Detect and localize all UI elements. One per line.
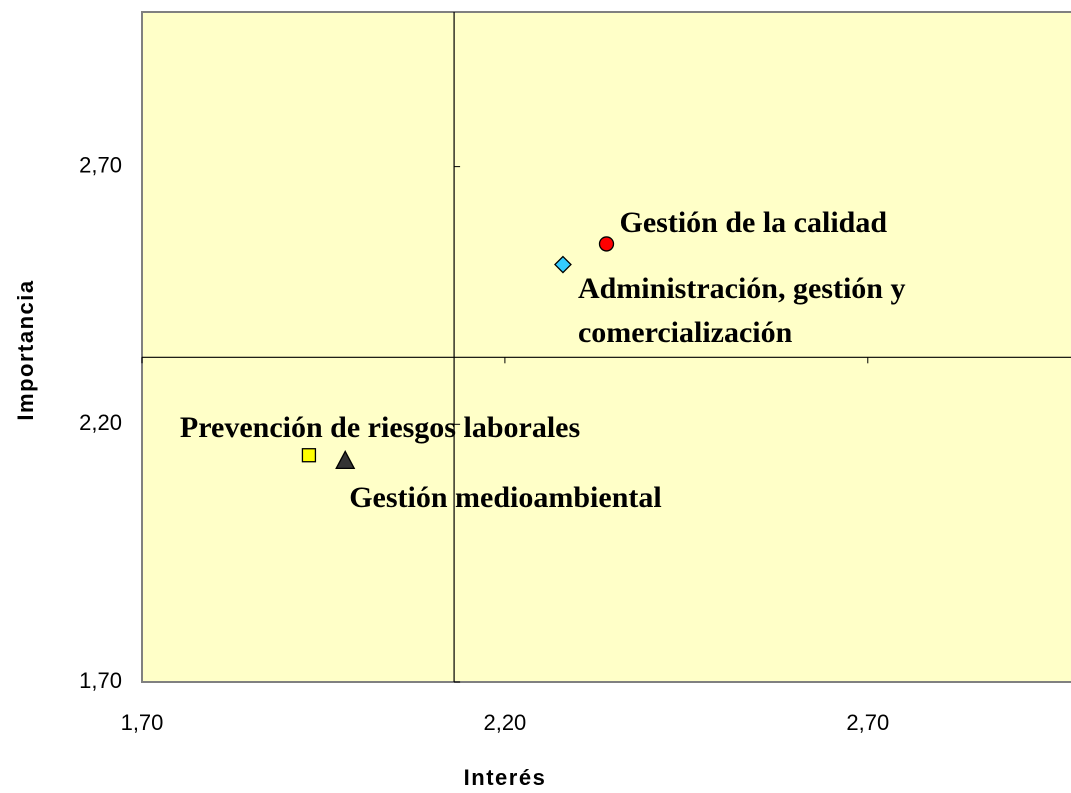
- y-tick-label: 1,70: [79, 668, 122, 693]
- point-label: Administración, gestión y comercializaci…: [577, 271, 906, 349]
- x-tick-label: 2,70: [846, 710, 889, 735]
- point-label: Gestión de la calidad: [619, 205, 888, 239]
- x-tick-label: 2,20: [483, 710, 526, 735]
- point: [554, 255, 572, 274]
- point: [335, 449, 356, 470]
- point: [301, 448, 317, 463]
- point: [598, 236, 615, 252]
- y-axis-title: Importancia: [13, 279, 38, 420]
- point-label: Gestión medioambiental: [349, 481, 662, 515]
- y-tick-label: 2,70: [79, 152, 122, 177]
- x-axis-title: Interés: [464, 765, 547, 790]
- x-tick-label: 1,70: [121, 710, 164, 735]
- point-label: Prevención de riesgos laborales: [179, 411, 581, 445]
- plot-area: [141, 11, 1071, 683]
- y-tick-label: 2,20: [79, 410, 122, 435]
